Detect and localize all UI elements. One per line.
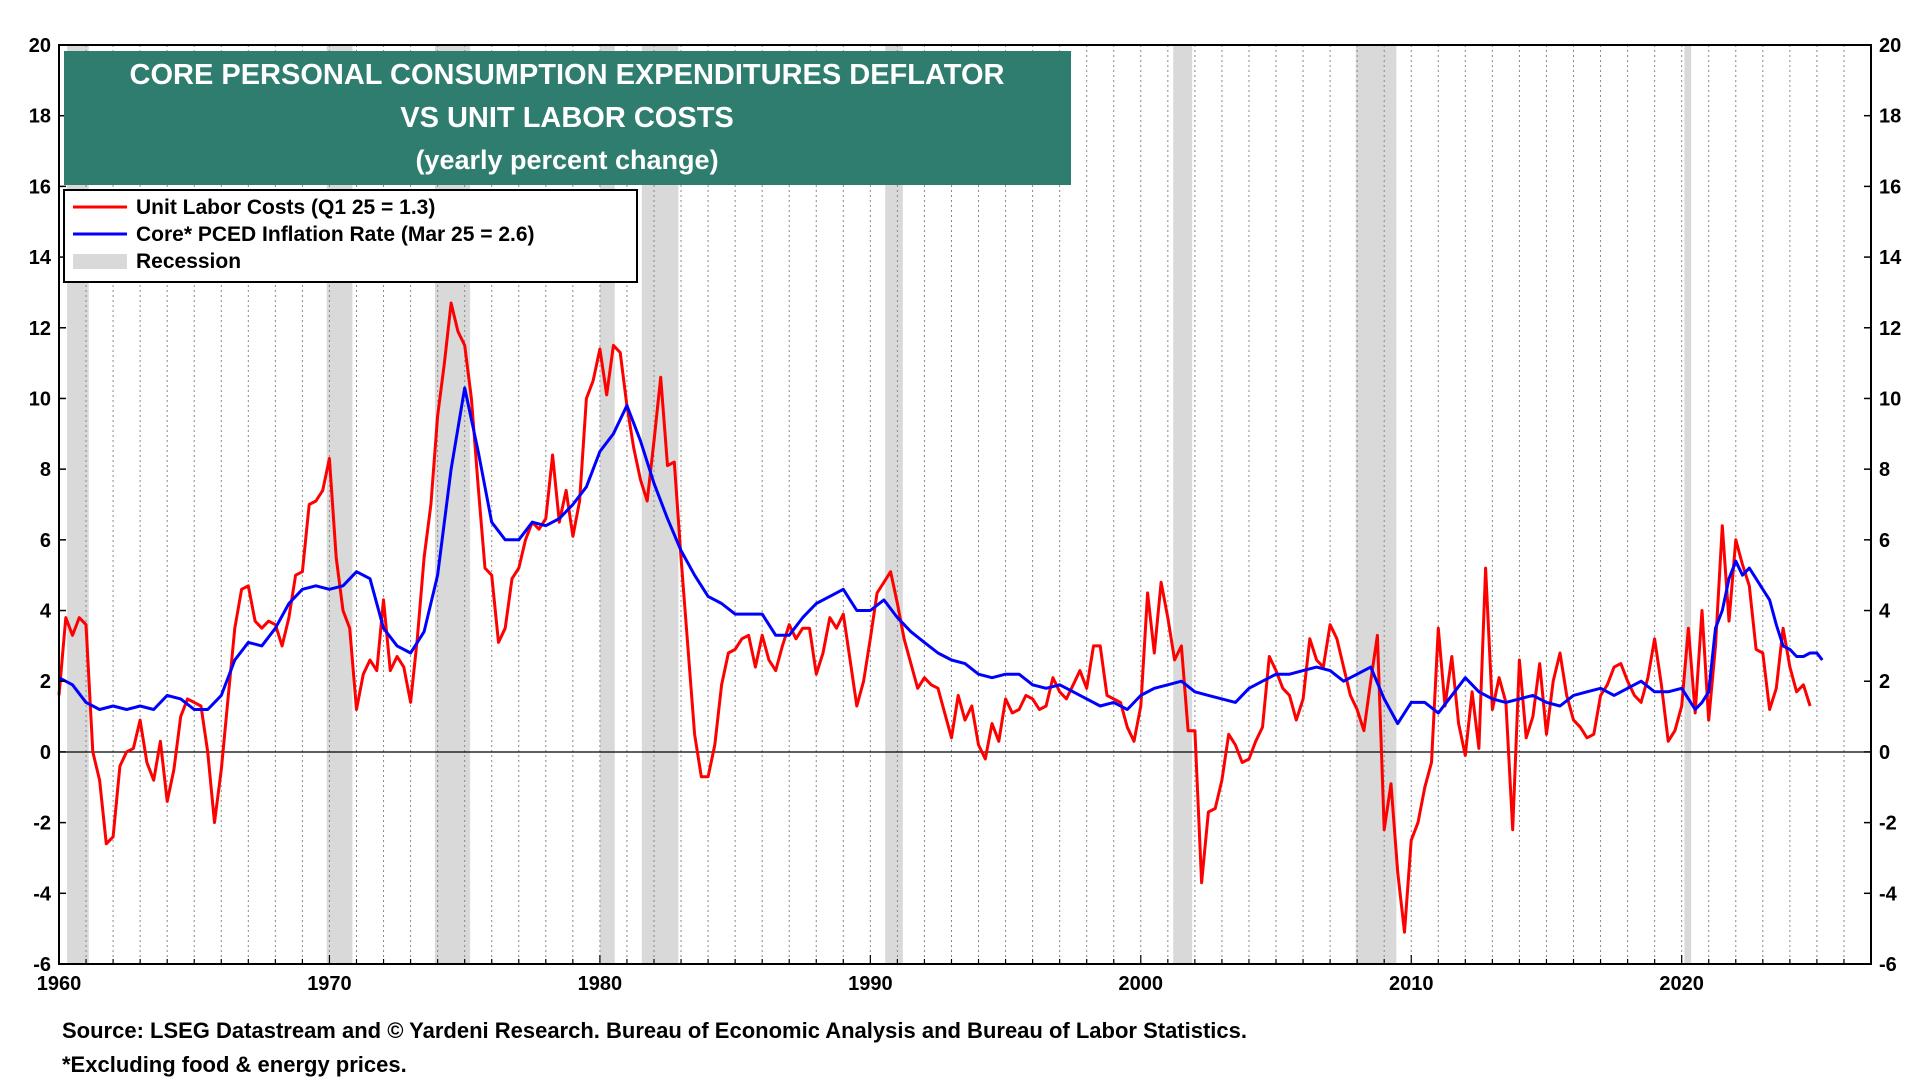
y-tick-label-right: -6 <box>1879 954 1897 976</box>
x-tick-label: 2010 <box>1389 973 1434 995</box>
vertical-grid <box>85 45 1845 964</box>
y-tick-label-right: -2 <box>1879 813 1897 835</box>
series-core-pced <box>58 386 1824 726</box>
chart-subtitle: (yearly percent change) <box>415 145 718 175</box>
y-tick-label-right: 8 <box>1879 459 1890 481</box>
y-tick-label-left: 18 <box>29 106 51 128</box>
y-tick-label-right: -4 <box>1879 883 1898 905</box>
y-tick-label-right: 6 <box>1879 530 1890 552</box>
footnote: *Excluding food & energy prices. <box>62 1052 407 1077</box>
y-tick-label-right: 0 <box>1879 742 1890 764</box>
y-tick-label-right: 12 <box>1879 318 1901 340</box>
y-tick-label-left: 0 <box>40 742 51 764</box>
legend: Unit Labor Costs (Q1 25 = 1.3) Core* PCE… <box>63 189 638 283</box>
y-tick-label-right: 4 <box>1879 601 1891 623</box>
chart-title-line-2: VS UNIT LABOR COSTS <box>400 102 734 134</box>
legend-frame <box>63 189 638 283</box>
y-tick-label-left: 12 <box>29 318 51 340</box>
x-tick-label: 1960 <box>37 973 82 995</box>
plot-frame <box>58 44 1872 965</box>
legend-label-unit-labor-costs: Unit Labor Costs (Q1 25 = 1.3) <box>136 196 435 219</box>
series-lines <box>57 301 1824 934</box>
x-tick-label: 2000 <box>1119 973 1164 995</box>
x-tick-label: 2020 <box>1659 973 1704 995</box>
title-box: CORE PERSONAL CONSUMPTION EXPENDITURES D… <box>64 51 1071 185</box>
recession-band <box>1355 45 1397 964</box>
recession-bands <box>67 45 1692 964</box>
y-tick-label-right: 2 <box>1879 671 1890 693</box>
y-tick-label-left: 14 <box>29 247 52 269</box>
y-tick-label-left: -6 <box>33 954 51 976</box>
x-tick-label: 1990 <box>848 973 893 995</box>
y-tick-label-left: 16 <box>29 176 51 198</box>
recession-band <box>1173 45 1193 964</box>
recession-band <box>641 45 679 964</box>
y-tick-label-left: 8 <box>40 459 51 481</box>
y-tick-label-left: -2 <box>33 813 51 835</box>
series-unit-labor-costs <box>57 301 1812 934</box>
source-note: Source: LSEG Datastream and © Yardeni Re… <box>62 1018 1248 1043</box>
recession-band <box>1684 45 1692 964</box>
recession-band <box>885 45 903 964</box>
y-tick-label-right: 20 <box>1879 35 1901 57</box>
legend-swatch-recession <box>73 254 127 269</box>
legend-label-recession: Recession <box>136 250 241 273</box>
y-tick-label-left: 6 <box>40 530 51 552</box>
axes: -6 -6 -4 -4 -2 -2 0 0 2 2 4 4 6 6 8 8 10 10 12 12 14 14 16 16 18… <box>29 35 1902 995</box>
chart-title-line-1: CORE PERSONAL CONSUMPTION EXPENDITURES D… <box>130 59 1005 91</box>
y-tick-label-right: 16 <box>1879 176 1901 198</box>
y-tick-label-right: 18 <box>1879 106 1901 128</box>
y-tick-label-left: 2 <box>40 671 51 693</box>
y-tick-label-left: 10 <box>29 388 51 410</box>
x-tick-label: 1980 <box>578 973 623 995</box>
y-tick-label-left: 4 <box>40 601 52 623</box>
y-tick-label-left: -4 <box>33 883 52 905</box>
y-tick-label-left: 20 <box>29 35 51 57</box>
y-tick-label-right: 14 <box>1879 247 1902 269</box>
x-tick-label: 1970 <box>307 973 352 995</box>
legend-label-core-pced: Core* PCED Inflation Rate (Mar 25 = 2.6) <box>136 223 535 246</box>
y-tick-label-right: 10 <box>1879 388 1901 410</box>
